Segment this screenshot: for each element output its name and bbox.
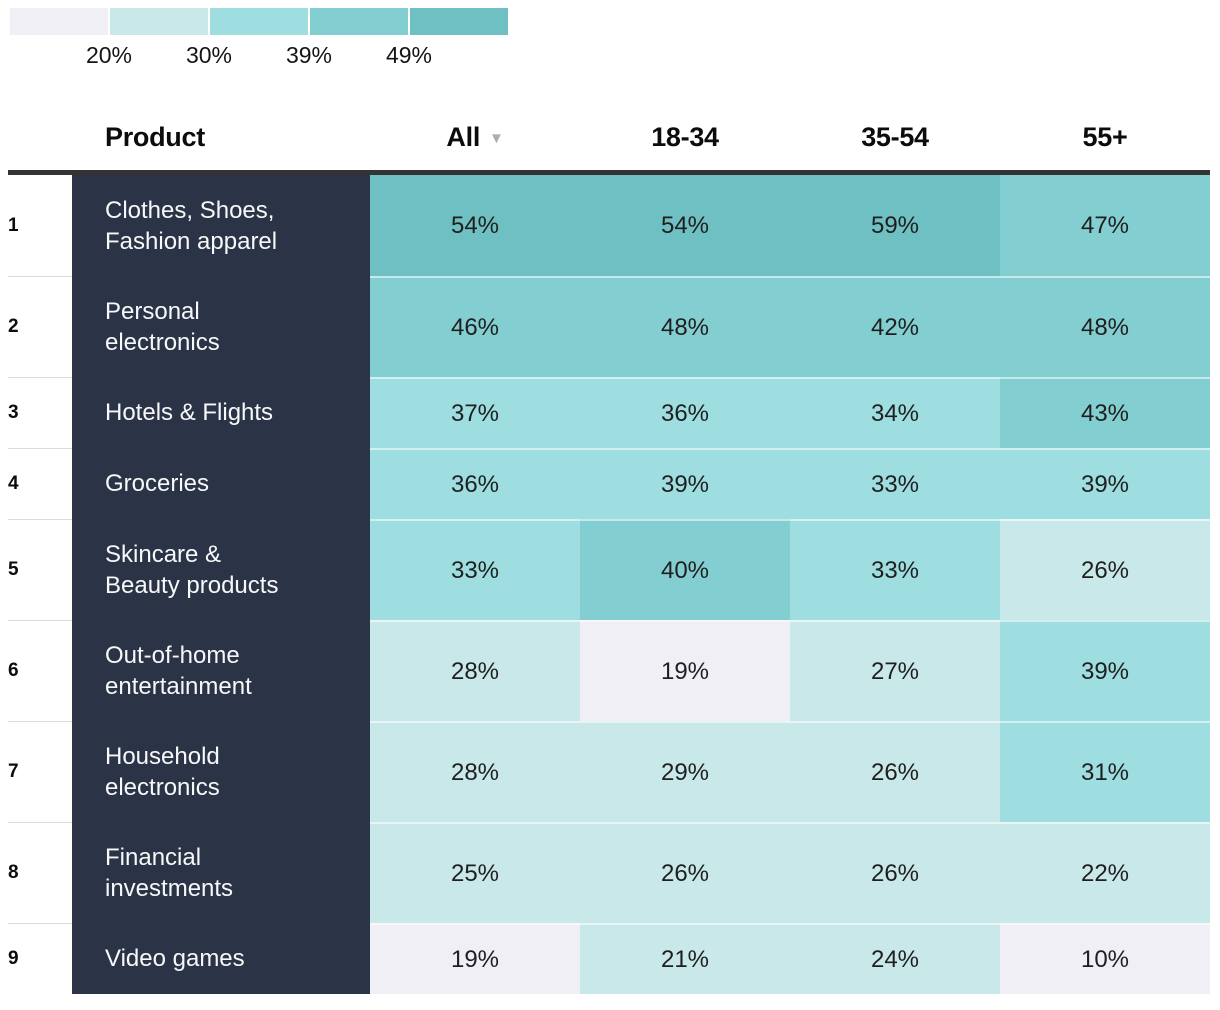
row-rank: 7 bbox=[0, 721, 72, 822]
heat-cell: 48% bbox=[1000, 276, 1210, 377]
sort-descending-icon: ▼ bbox=[489, 129, 504, 147]
legend-swatches bbox=[10, 8, 510, 35]
heat-cell: 29% bbox=[580, 721, 790, 822]
heat-cell: 39% bbox=[1000, 620, 1210, 721]
column-header-label: 35-54 bbox=[861, 121, 929, 152]
column-header-label: All bbox=[446, 121, 481, 152]
heat-cell: 26% bbox=[790, 721, 1000, 822]
heat-cell: 36% bbox=[580, 377, 790, 448]
heat-cell: 39% bbox=[1000, 448, 1210, 519]
heat-cell: 34% bbox=[790, 377, 1000, 448]
legend-swatch bbox=[410, 8, 508, 35]
product-label: Out-of-home entertainment bbox=[72, 620, 370, 721]
heat-cell: 33% bbox=[790, 448, 1000, 519]
heat-cell: 24% bbox=[790, 923, 1000, 994]
table-header-row: Product All ▼ 18-34 35-54 55+ bbox=[0, 106, 1210, 168]
heat-cell: 22% bbox=[1000, 822, 1210, 923]
heat-cell: 26% bbox=[580, 822, 790, 923]
column-header-55-[interactable]: 55+ bbox=[1000, 122, 1210, 153]
product-label: Hotels & Flights bbox=[72, 377, 370, 448]
column-header-18-34[interactable]: 18-34 bbox=[580, 122, 790, 153]
heat-cell: 19% bbox=[370, 923, 580, 994]
heat-cell: 26% bbox=[790, 822, 1000, 923]
heat-cell: 36% bbox=[370, 448, 580, 519]
row-rank: 8 bbox=[0, 822, 72, 923]
product-label: Clothes, Shoes, Fashion apparel bbox=[72, 175, 370, 276]
header-divider bbox=[8, 170, 1210, 175]
column-headers: All ▼ 18-34 35-54 55+ bbox=[370, 122, 1210, 153]
product-label: Video games bbox=[72, 923, 370, 994]
table-body: 1 Clothes, Shoes, Fashion apparel 54% 54% 59… bbox=[0, 175, 1210, 994]
heat-cell: 54% bbox=[370, 175, 580, 276]
heat-cell: 26% bbox=[1000, 519, 1210, 620]
column-header-label: 18-34 bbox=[651, 121, 719, 152]
legend-swatch bbox=[10, 8, 108, 35]
product-label: Financial investments bbox=[72, 822, 370, 923]
legend-label: 20% bbox=[85, 42, 133, 68]
table-row: 3 Hotels & Flights 37% 36% 34% 43% bbox=[0, 377, 1210, 448]
row-rank: 4 bbox=[0, 448, 72, 519]
table-row: 7 Household electronics 28% 29% 26% 31% bbox=[0, 721, 1210, 822]
row-rank: 2 bbox=[0, 276, 72, 377]
heat-cell: 47% bbox=[1000, 175, 1210, 276]
column-header-all[interactable]: All ▼ bbox=[370, 122, 580, 153]
heat-cell: 19% bbox=[580, 620, 790, 721]
heat-cell: 59% bbox=[790, 175, 1000, 276]
table-row: 5 Skincare & Beauty products 33% 40% 33% 26% bbox=[0, 519, 1210, 620]
table-row: 1 Clothes, Shoes, Fashion apparel 54% 54% 59… bbox=[0, 175, 1210, 276]
legend-label: 30% bbox=[185, 42, 233, 68]
row-rank: 9 bbox=[0, 923, 72, 994]
heat-cell: 42% bbox=[790, 276, 1000, 377]
heat-cell: 43% bbox=[1000, 377, 1210, 448]
column-header-label: 55+ bbox=[1082, 121, 1128, 152]
table-row: 9 Video games 19% 21% 24% 10% bbox=[0, 923, 1210, 994]
product-column-header: Product bbox=[105, 121, 205, 152]
heat-cell: 28% bbox=[370, 620, 580, 721]
heat-cell: 39% bbox=[580, 448, 790, 519]
table-row: 6 Out-of-home entertainment 28% 19% 27% 39% bbox=[0, 620, 1210, 721]
product-label: Groceries bbox=[72, 448, 370, 519]
column-header-35-54[interactable]: 35-54 bbox=[790, 122, 1000, 153]
legend-swatch bbox=[310, 8, 408, 35]
legend-label: 39% bbox=[285, 42, 333, 68]
table-row: 4 Groceries 36% 39% 33% 39% bbox=[0, 448, 1210, 519]
product-label: Skincare & Beauty products bbox=[72, 519, 370, 620]
product-label: Personal electronics bbox=[72, 276, 370, 377]
legend-swatch bbox=[210, 8, 308, 35]
legend-swatch bbox=[110, 8, 208, 35]
heat-cell: 10% bbox=[1000, 923, 1210, 994]
row-rank: 1 bbox=[0, 175, 72, 276]
heat-cell: 54% bbox=[580, 175, 790, 276]
product-label: Household electronics bbox=[72, 721, 370, 822]
heat-cell: 40% bbox=[580, 519, 790, 620]
heat-cell: 33% bbox=[790, 519, 1000, 620]
row-rank: 5 bbox=[0, 519, 72, 620]
row-rank: 3 bbox=[0, 377, 72, 448]
heat-cell: 28% bbox=[370, 721, 580, 822]
heat-cell: 48% bbox=[580, 276, 790, 377]
row-rank: 6 bbox=[0, 620, 72, 721]
heat-cell: 21% bbox=[580, 923, 790, 994]
heat-cell: 33% bbox=[370, 519, 580, 620]
legend-label: 49% bbox=[385, 42, 433, 68]
legend-labels: 20% 30% 39% 49% bbox=[10, 42, 510, 72]
table-row: 2 Personal electronics 46% 48% 42% 48% bbox=[0, 276, 1210, 377]
heat-cell: 37% bbox=[370, 377, 580, 448]
heat-cell: 27% bbox=[790, 620, 1000, 721]
heat-cell: 31% bbox=[1000, 721, 1210, 822]
heat-cell: 25% bbox=[370, 822, 580, 923]
heat-cell: 46% bbox=[370, 276, 580, 377]
table-row: 8 Financial investments 25% 26% 26% 22% bbox=[0, 822, 1210, 923]
color-scale-legend: 20% 30% 39% 49% bbox=[10, 8, 510, 72]
